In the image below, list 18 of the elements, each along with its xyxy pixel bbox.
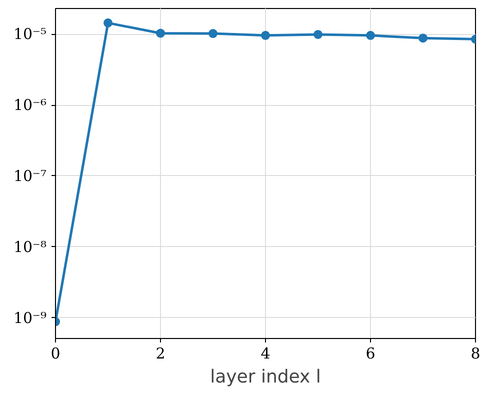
- y-tick-label: 10⁻⁷: [13, 166, 47, 185]
- x-tick-label: 8: [470, 344, 480, 362]
- x-tick-label: 0: [50, 344, 60, 362]
- point: [314, 30, 322, 39]
- x-tick-label: 4: [260, 344, 270, 362]
- point: [418, 34, 428, 43]
- x-axis-title: layer index l: [210, 366, 321, 388]
- y-tick-label: 10⁻⁶: [13, 96, 47, 114]
- point: [156, 28, 165, 38]
- point: [208, 29, 218, 38]
- point: [261, 30, 270, 40]
- y-tick-label: 10⁻⁵: [13, 25, 47, 44]
- point: [366, 30, 375, 40]
- y-tick-label: 10⁻⁹: [13, 308, 47, 327]
- point: [104, 18, 112, 28]
- y-tick-label: 10⁻⁸: [13, 238, 47, 256]
- x-tick-label: 6: [366, 344, 376, 362]
- x-tick-label: 2: [156, 344, 166, 362]
